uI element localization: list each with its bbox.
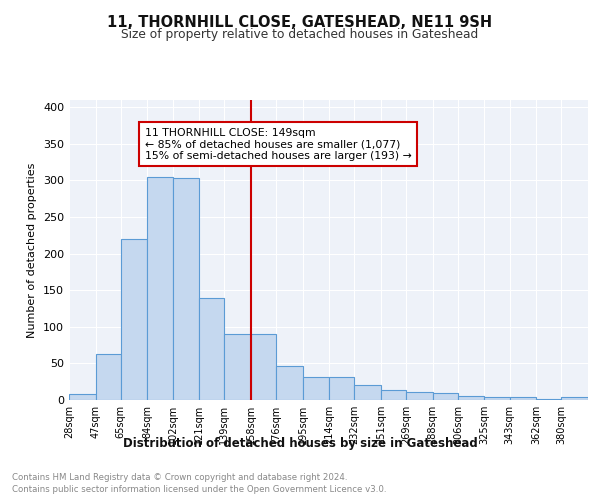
Bar	[276, 366, 302, 400]
Text: 11 THORNHILL CLOSE: 149sqm
← 85% of detached houses are smaller (1,077)
15% of s: 11 THORNHILL CLOSE: 149sqm ← 85% of deta…	[145, 128, 411, 161]
Bar	[121, 239, 148, 400]
Y-axis label: Number of detached properties: Number of detached properties	[28, 162, 37, 338]
Bar	[562, 397, 588, 400]
Bar	[406, 392, 433, 400]
Bar	[509, 397, 536, 400]
Bar	[484, 397, 509, 400]
Text: Size of property relative to detached houses in Gateshead: Size of property relative to detached ho…	[121, 28, 479, 41]
Bar	[433, 392, 458, 400]
Text: 11, THORNHILL CLOSE, GATESHEAD, NE11 9SH: 11, THORNHILL CLOSE, GATESHEAD, NE11 9SH	[107, 15, 493, 30]
Text: Contains public sector information licensed under the Open Government Licence v3: Contains public sector information licen…	[12, 485, 386, 494]
Bar	[251, 334, 276, 400]
Bar	[95, 354, 121, 400]
Bar	[381, 390, 406, 400]
Bar	[199, 298, 224, 400]
Bar	[69, 394, 95, 400]
Bar	[302, 376, 329, 400]
Bar	[329, 376, 355, 400]
Bar	[173, 178, 199, 400]
Text: Contains HM Land Registry data © Crown copyright and database right 2024.: Contains HM Land Registry data © Crown c…	[12, 472, 347, 482]
Bar	[458, 396, 484, 400]
Text: Distribution of detached houses by size in Gateshead: Distribution of detached houses by size …	[122, 438, 478, 450]
Bar	[148, 177, 173, 400]
Bar	[224, 334, 251, 400]
Bar	[536, 398, 562, 400]
Bar	[355, 386, 381, 400]
